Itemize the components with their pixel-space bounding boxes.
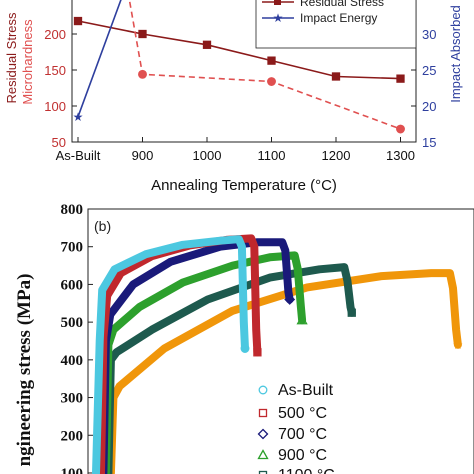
stress-curve-2-end-marker <box>284 294 296 305</box>
left-y-tick-label-3: 200 <box>44 27 66 42</box>
right-y-tick-label-1: 20 <box>422 99 436 114</box>
stress-curve-2 <box>99 238 294 474</box>
right-y-tick-label-0: 15 <box>422 135 436 150</box>
stress-curve-4 <box>104 263 356 474</box>
stress-curve-0-end-marker <box>240 344 250 353</box>
x-tick-label-1: 900 <box>132 148 154 163</box>
legend-swatch-square-marker <box>274 0 281 5</box>
b-y-tick-label-2: 600 <box>61 277 84 293</box>
b-legend-label-1: 500 °C <box>278 405 327 422</box>
series-1-point-1 <box>138 69 147 79</box>
panel-a-ylabel-impact-absorbed: Impact Absorbed <box>448 5 463 103</box>
stress-curve-3-end-marker <box>296 314 308 325</box>
series-2-point-0: ★ <box>73 110 84 124</box>
left-y-tick-label-1: 100 <box>44 99 66 114</box>
panel-b-legend: As-Built 500 °C 700 °C 900 °C 1100 °C <box>257 382 335 474</box>
b-legend-label-0: As-Built <box>278 382 334 399</box>
b-legend-marker-3 <box>257 449 269 460</box>
panel-b-plot-frame <box>87 208 474 474</box>
b-y-tick-label-5: 300 <box>61 391 84 407</box>
series-0-point-5 <box>396 74 405 83</box>
stress-curve-1-end-marker <box>253 348 262 357</box>
b-legend-label-3: 900 °C <box>278 447 327 464</box>
b-legend-label-2: 700 °C <box>278 426 327 443</box>
x-tick-label-5: 1300 <box>386 148 415 163</box>
b-legend-marker-0 <box>258 385 268 395</box>
x-tick-label-4: 1200 <box>322 148 351 163</box>
panel-b-label: (b) <box>94 218 111 234</box>
stress-curve-1 <box>97 234 262 474</box>
b-legend-label-4: 1100 °C <box>278 467 335 474</box>
right-y-tick-label-2: 25 <box>422 63 436 78</box>
panel-a-xlabel: Annealing Temperature (°C) <box>151 177 337 194</box>
x-tick-label-2: 1000 <box>193 148 222 163</box>
x-tick-label-0: As-Built <box>56 148 101 163</box>
b-y-tick-label-1: 700 <box>61 240 84 256</box>
left-y-tick-label-0: 50 <box>52 135 66 150</box>
series-line-0 <box>77 20 401 80</box>
series-0-point-2 <box>202 40 212 49</box>
legend-label-impact-energy: Impact Energy <box>300 11 377 25</box>
b-y-tick-label-3: 500 <box>61 315 84 331</box>
stress-curve-0 <box>92 235 249 474</box>
panel-b-stress-strain-chart: (b) 800 700 600 500 400 300 200 100 ★ ngineerin… <box>14 202 474 474</box>
series-line-2 <box>77 0 122 118</box>
x-tick-label-3: 1100 <box>258 148 286 163</box>
legend-box <box>255 0 417 49</box>
b-y-tick-label-6: 200 <box>61 428 84 444</box>
panel-a-ylabel-microhardness: Microhardness <box>20 19 35 105</box>
b-legend-marker-4 <box>258 470 268 474</box>
b-legend-marker-2 <box>257 428 269 440</box>
series-0-point-1 <box>138 29 147 39</box>
series-1-point-5 <box>396 124 405 134</box>
panel-a-ylabel-residual-stress: Residual Stress <box>4 12 19 104</box>
stress-curve-3 <box>101 251 307 474</box>
series-0-point-3 <box>267 56 276 65</box>
series-1-point-3 <box>267 77 276 86</box>
legend-swatch-star-icon: ★ <box>273 11 284 25</box>
panel-b-ylabel: ngineering stress (MPa) <box>14 274 35 467</box>
series-0-point-4 <box>331 72 341 81</box>
b-y-tick-label-0: 800 <box>61 202 84 218</box>
stress-curve-5-end-marker: ★ <box>453 338 464 352</box>
b-legend-marker-1 <box>258 408 268 418</box>
b-y-tick-label-7: 100 <box>61 466 84 474</box>
legend-label-residual-stress: Residual Stress <box>300 0 384 9</box>
stress-curve-5 <box>106 269 462 474</box>
b-y-tick-label-4: 400 <box>61 353 84 369</box>
right-y-tick-label-3: 30 <box>422 27 436 42</box>
stress-curve-4-end-marker <box>347 308 356 317</box>
panel-a-legend: Residual Stress ★ Impact Energy <box>255 0 417 49</box>
series-line-1 <box>128 0 401 130</box>
panel-a-combined-chart: 50 100 150 200 15 20 25 30 As-Built 900 1000 1100… <box>4 0 463 194</box>
left-y-tick-label-2: 150 <box>44 63 66 78</box>
series-0-point-0 <box>73 16 83 26</box>
